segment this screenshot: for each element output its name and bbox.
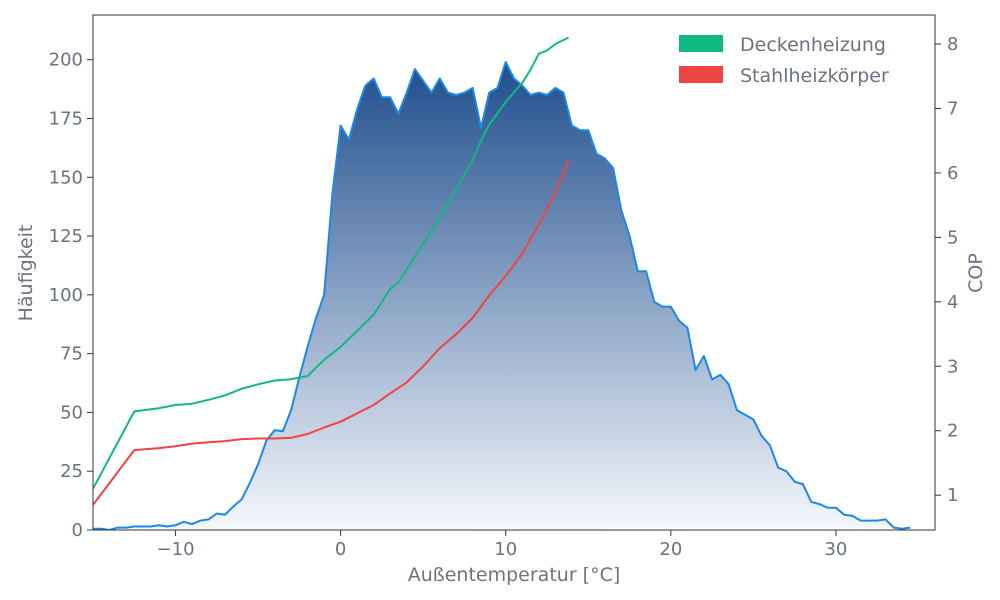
y-right-tick-label: 8 xyxy=(947,34,958,55)
y-left-tick-label: 50 xyxy=(60,402,83,423)
y-left-tick-label: 125 xyxy=(49,226,83,247)
x-axis-label: Außentemperatur [°C] xyxy=(408,564,621,586)
x-tick-label: 20 xyxy=(659,539,682,560)
y-left-tick-label: 75 xyxy=(60,344,83,365)
legend-swatch-deckenheizung xyxy=(679,35,723,52)
legend-swatch-stahlheizkoerper xyxy=(679,66,723,83)
legend-label-deckenheizung: Deckenheizung xyxy=(740,34,886,56)
y-left-tick-label: 200 xyxy=(49,50,83,71)
x-tick-label: 30 xyxy=(824,539,847,560)
y-right-tick-label: 7 xyxy=(947,98,958,119)
y-right-tick-label: 6 xyxy=(947,163,958,184)
legend: Deckenheizung Stahlheizkörper xyxy=(679,34,889,87)
series-line-stahlheizk-rper xyxy=(93,159,570,506)
y-left-tick-label: 100 xyxy=(49,285,83,306)
plot-frame xyxy=(92,14,936,531)
x-tick-label: −10 xyxy=(157,539,195,560)
y-right-tick-label: 2 xyxy=(947,421,958,442)
series-line-deckenheizung xyxy=(93,36,569,490)
histogram-area xyxy=(93,62,911,530)
y-left-tick-label: 25 xyxy=(60,461,83,482)
y-left-tick-label: 150 xyxy=(49,167,83,188)
y-right-tick-label: 5 xyxy=(947,227,958,248)
x-tick-label: 0 xyxy=(335,539,346,560)
histogram-line xyxy=(93,61,911,530)
y-right-tick-label: 1 xyxy=(947,485,958,506)
y-right-tick-label: 4 xyxy=(947,292,958,313)
x-tick-label: 10 xyxy=(494,539,517,560)
y-right-axis-label: COP xyxy=(965,253,987,293)
legend-label-stahlheizkoerper: Stahlheizkörper xyxy=(740,65,889,87)
y-left-axis-label: Häufigkeit xyxy=(15,225,37,322)
y-left-tick-label: 175 xyxy=(49,108,83,129)
y-left-tick-label: 0 xyxy=(72,520,83,541)
y-right-tick-label: 3 xyxy=(947,356,958,377)
